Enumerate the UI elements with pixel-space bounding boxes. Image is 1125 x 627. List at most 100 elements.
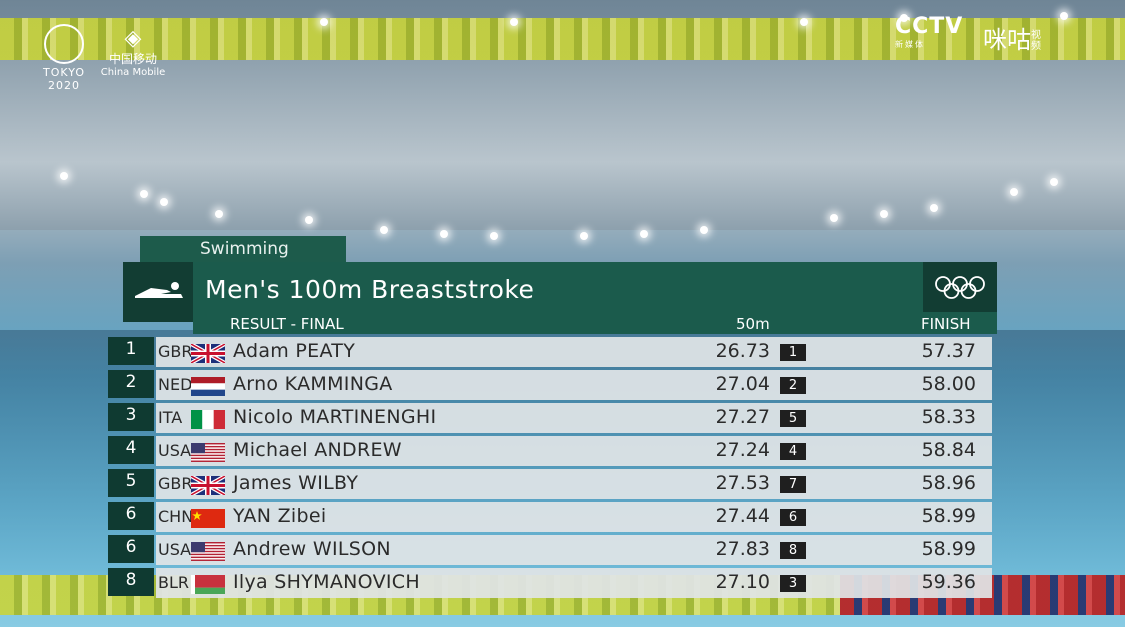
sport-tag: Swimming [140, 236, 346, 262]
split-time: 27.83 [715, 538, 770, 560]
split-time: 26.73 [715, 340, 770, 362]
china-mobile-icon: ◈ [124, 26, 142, 51]
ita-flag-icon [191, 410, 225, 429]
light [160, 198, 168, 206]
result-row: 3 ITA Nicolo MARTINENGHI 27.27 5 58.33 [108, 403, 992, 434]
athlete-name: Nicolo MARTINENGHI [233, 406, 437, 428]
light [700, 226, 708, 234]
noc-code: GBR [158, 474, 193, 493]
light [215, 210, 223, 218]
channel-sub: 新媒体 [895, 40, 925, 49]
result-row: 4 USA Michael ANDREW 27.24 4 58.84 [108, 436, 992, 467]
finish-column-header: FINISH [921, 315, 971, 333]
rank: 8 [108, 568, 154, 596]
row-bar [156, 403, 992, 433]
athlete-name: James WILBY [233, 472, 359, 494]
channel-name: CCTV [895, 14, 964, 39]
split-time: 27.44 [715, 505, 770, 527]
platform-name: 咪咕 [983, 26, 1031, 54]
olympic-rings-icon [923, 262, 997, 312]
finish-time: 58.99 [921, 538, 976, 560]
light [1010, 188, 1018, 196]
split-column-header: 50m [736, 315, 770, 333]
china-mobile-logo: ◈ 中国移动 China Mobile [98, 26, 168, 79]
header-sub-bar [193, 312, 997, 334]
finish-time: 57.37 [921, 340, 976, 362]
usa-flag-icon [191, 443, 225, 462]
migu-logo: 咪咕视频 [983, 20, 1043, 55]
light [1060, 12, 1068, 20]
finish-time: 58.96 [921, 472, 976, 494]
noc-code: USA [158, 540, 192, 559]
athlete-name: Adam PEATY [233, 340, 356, 362]
split-rank: 8 [780, 542, 806, 559]
rank: 3 [108, 403, 154, 431]
split-time: 27.53 [715, 472, 770, 494]
chn-flag-icon [191, 509, 225, 528]
finish-time: 59.36 [921, 571, 976, 593]
split-rank: 3 [780, 575, 806, 592]
noc-code: USA [158, 441, 192, 460]
rank: 1 [108, 337, 154, 365]
split-time: 27.10 [715, 571, 770, 593]
split-rank: 5 [780, 410, 806, 427]
light [140, 190, 148, 198]
sponsor-cn: 中国移动 [108, 52, 157, 66]
light [800, 18, 808, 26]
athlete-name: YAN Zibei [233, 505, 327, 527]
result-row: 8 BLR Ilya SHYMANOVICH 27.10 3 59.36 [108, 568, 992, 599]
row-bar [156, 502, 992, 532]
gbr-flag-icon [191, 344, 225, 363]
split-rank: 6 [780, 509, 806, 526]
finish-time: 58.33 [921, 406, 976, 428]
light [440, 230, 448, 238]
result-row: 5 GBR James WILBY 27.53 7 58.96 [108, 469, 992, 500]
usa-flag-icon [191, 542, 225, 561]
row-bar [156, 535, 992, 565]
split-time: 27.24 [715, 439, 770, 461]
athlete-name: Arno KAMMINGA [233, 373, 393, 395]
rank: 4 [108, 436, 154, 464]
emblem-icon [44, 24, 84, 64]
finish-time: 58.00 [921, 373, 976, 395]
light [380, 226, 388, 234]
result-row: 6 USA Andrew WILSON 27.83 8 58.99 [108, 535, 992, 566]
ned-flag-icon [191, 377, 225, 396]
lane-rope-top [0, 18, 1125, 60]
blr-flag-icon [191, 575, 225, 594]
split-time: 27.04 [715, 373, 770, 395]
sponsor-en: China Mobile [100, 67, 166, 78]
rank: 6 [108, 535, 154, 563]
light [930, 204, 938, 212]
noc-code: ITA [158, 408, 183, 427]
swimmer-icon [123, 262, 193, 322]
stage-label: RESULT - FINAL [230, 315, 344, 333]
light [1050, 178, 1058, 186]
athlete-name: Ilya SHYMANOVICH [233, 571, 420, 593]
platform-sub: 视频 [1031, 30, 1041, 52]
noc-code: GBR [158, 342, 193, 361]
noc-code: NED [158, 375, 193, 394]
light [305, 216, 313, 224]
split-rank: 4 [780, 443, 806, 460]
row-bar [156, 436, 992, 466]
split-time: 27.27 [715, 406, 770, 428]
split-rank: 1 [780, 344, 806, 361]
noc-code: BLR [158, 573, 190, 592]
light [320, 18, 328, 26]
gbr-flag-icon [191, 476, 225, 495]
result-row: 6 CHN YAN Zibei 27.44 6 58.99 [108, 502, 992, 533]
row-bar [156, 337, 992, 367]
cctv-logo: CCTV 新媒体 [895, 14, 963, 50]
result-row: 1 GBR Adam PEATY 26.73 1 57.37 [108, 337, 992, 368]
light [510, 18, 518, 26]
event-title: Men's 100m Breaststroke [205, 275, 535, 304]
split-rank: 2 [780, 377, 806, 394]
result-row: 2 NED Arno KAMMINGA 27.04 2 58.00 [108, 370, 992, 401]
rank: 6 [108, 502, 154, 530]
olympics-logo-text: TOKYO 2020 [43, 66, 85, 92]
noc-code: CHN [158, 507, 194, 526]
row-bar [156, 370, 992, 400]
rank: 2 [108, 370, 154, 398]
light [640, 230, 648, 238]
